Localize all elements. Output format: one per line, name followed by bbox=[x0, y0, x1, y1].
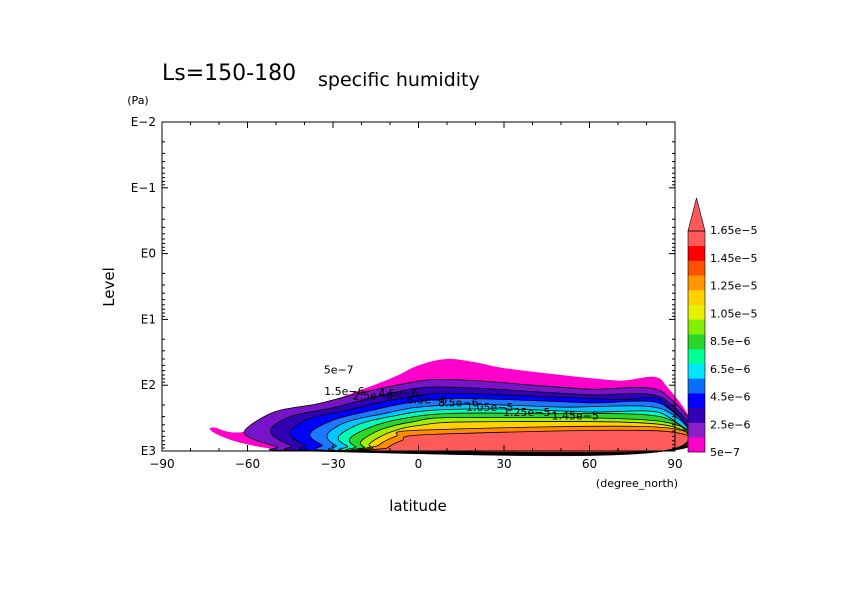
y-tick-label-4: E2 bbox=[141, 378, 156, 392]
chart-title-sub: specific humidity bbox=[318, 69, 480, 91]
chart-title-main: Ls=150-180 bbox=[162, 61, 296, 86]
colorbar-label-2: 4.5e−6 bbox=[710, 391, 750, 404]
x-axis: −90 −60 −30 0 30 60 90 bbox=[149, 122, 683, 471]
colorbar-label-5: 1.05e−5 bbox=[710, 307, 757, 320]
contour-label-3: 4.5e−6 bbox=[378, 387, 418, 400]
chart-title: Ls=150-180 specific humidity bbox=[162, 61, 480, 91]
colorbar-segment-10 bbox=[688, 289, 705, 305]
x-tick-label-1: −60 bbox=[235, 457, 260, 471]
contour-label-6: 1.05e−5 bbox=[466, 401, 513, 414]
colorbar-label-6: 1.25e−5 bbox=[710, 280, 757, 293]
contour-label-2: 2.5e−6 bbox=[353, 390, 393, 403]
colorbar-segment-11 bbox=[688, 275, 705, 291]
contour-label-4: 6.5e−6 bbox=[407, 394, 447, 407]
contour-line-1 bbox=[243, 378, 694, 456]
y-tick-label-0: E−2 bbox=[131, 115, 156, 129]
y-tick-label-5: E3 bbox=[141, 444, 156, 458]
contour-label-1: 1.5e−6 bbox=[324, 385, 364, 398]
contour-line-7 bbox=[345, 412, 692, 455]
colorbar-label-0: 5e−7 bbox=[710, 446, 740, 459]
colorbar-overflow-arrow bbox=[687, 197, 706, 232]
colorbar-segment-2 bbox=[688, 407, 705, 423]
x-tick-label-2: −30 bbox=[320, 457, 345, 471]
y-axis-unit: (Pa) bbox=[127, 94, 148, 107]
colorbar-segment-6 bbox=[688, 348, 705, 364]
x-axis-label: latitude bbox=[389, 497, 447, 515]
contour-label-5: 8.5e−6 bbox=[438, 396, 478, 409]
y-tick-label-1: E−1 bbox=[131, 181, 156, 195]
colorbar-segment-14 bbox=[688, 231, 705, 247]
colorbar-label-8: 1.65e−5 bbox=[710, 224, 757, 237]
colorbar-segment-8 bbox=[688, 319, 705, 335]
colorbar-segment-0 bbox=[688, 437, 705, 453]
y-tick-label-2: E0 bbox=[141, 247, 156, 261]
colorbar-segment-9 bbox=[688, 304, 705, 320]
colorbar-segment-1 bbox=[688, 422, 705, 438]
colorbar-label-1: 2.5e−6 bbox=[710, 418, 750, 431]
contour-line-8 bbox=[350, 416, 695, 454]
contour-label-layer: 5e−7 1.5e−62.5e−64.5e−66.5e−68.5e−61.05e−… bbox=[324, 363, 599, 422]
x-tick-label-6: 90 bbox=[667, 457, 682, 471]
colorbar-segment-4 bbox=[688, 378, 705, 394]
y-tick-label-3: E1 bbox=[141, 312, 156, 326]
x-tick-label-3: 0 bbox=[415, 457, 423, 471]
y-axis-label: Level bbox=[100, 267, 118, 307]
x-axis-unit: (degree_north) bbox=[596, 477, 678, 490]
contour-band-11 bbox=[363, 430, 696, 453]
colorbar: 5e−7 2.5e−6 4.5e−6 6.5e−6 8.5e−6 1.05e−5 1.25e… bbox=[687, 197, 757, 459]
colorbar-segment-3 bbox=[688, 393, 705, 409]
contour-label-7: 1.25e−5 bbox=[503, 406, 550, 419]
colorbar-label-7: 1.45e−5 bbox=[710, 252, 757, 265]
colorbar-segment-12 bbox=[688, 260, 705, 276]
colorbar-label-3: 6.5e−6 bbox=[710, 363, 750, 376]
x-tick-label-0: −90 bbox=[149, 457, 174, 471]
colorbar-segment-7 bbox=[688, 334, 705, 350]
colorbar-label-4: 8.5e−6 bbox=[710, 335, 750, 348]
contour-label-0: 5e−7 bbox=[324, 363, 354, 376]
y-axis: E−2 E−1 E0 E1 E2 E3 bbox=[131, 115, 675, 458]
colorbar-segment-13 bbox=[688, 245, 705, 261]
contour-label-8: 1.45e−5 bbox=[552, 409, 599, 422]
colorbar-segment-5 bbox=[688, 363, 705, 379]
x-tick-label-4: 30 bbox=[496, 457, 511, 471]
colorbar-frame bbox=[687, 230, 706, 453]
x-tick-label-5: 60 bbox=[582, 457, 597, 471]
